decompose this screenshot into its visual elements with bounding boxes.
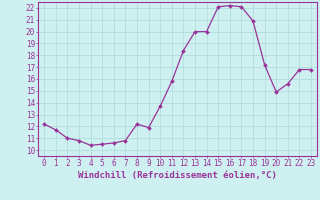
- X-axis label: Windchill (Refroidissement éolien,°C): Windchill (Refroidissement éolien,°C): [78, 171, 277, 180]
